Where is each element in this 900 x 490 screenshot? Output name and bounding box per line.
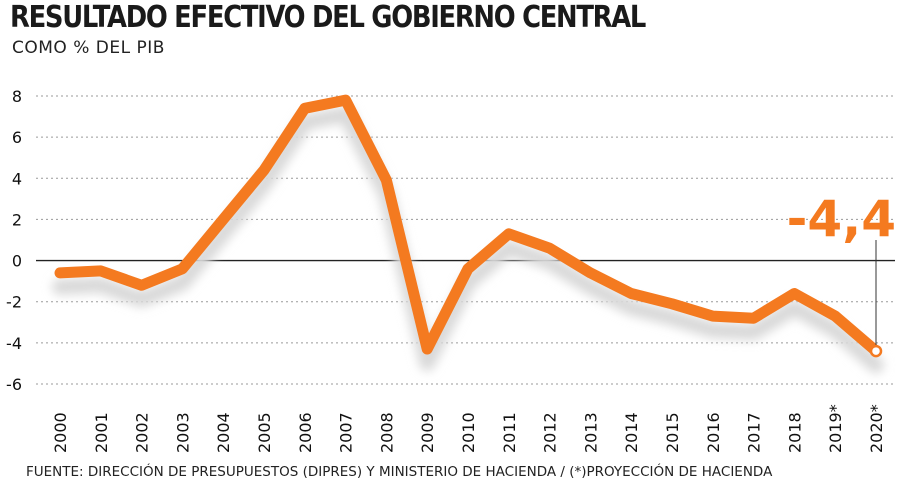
chart-subtitle: COMO % DEL PIB <box>12 38 165 58</box>
y-tick-label: 2 <box>12 210 22 229</box>
x-tick-label: 2011 <box>500 412 519 453</box>
x-tick-label: 2010 <box>459 412 478 453</box>
x-tick-label: 2020* <box>867 404 886 453</box>
x-tick-label: 2007 <box>337 412 356 453</box>
y-tick-label: -2 <box>6 293 22 312</box>
x-tick-label: 2009 <box>418 412 437 453</box>
x-tick-label: 2006 <box>296 412 315 453</box>
x-tick-label: 2001 <box>92 412 111 453</box>
highlight-marker <box>869 344 883 358</box>
chart-title: RESULTADO EFECTIVO DEL GOBIERNO CENTRAL <box>10 0 646 35</box>
series-shadow <box>52 106 884 374</box>
x-tick-label: 2013 <box>581 412 600 453</box>
x-tick-label: 2005 <box>255 412 274 453</box>
source-note: FUENTE: DIRECCIÓN DE PRESUPUESTOS (DIPRE… <box>26 464 773 480</box>
y-tick-label: 0 <box>12 252 22 271</box>
x-tick-label: 2012 <box>541 412 560 453</box>
y-tick-label: 6 <box>12 128 22 147</box>
x-tick-label: 2000 <box>51 412 70 453</box>
x-tick-label: 2019* <box>826 404 845 453</box>
y-tick-label: -6 <box>6 375 22 394</box>
x-tick-label: 2004 <box>214 412 233 453</box>
x-tick-label: 2015 <box>663 412 682 453</box>
x-tick-label: 2016 <box>704 412 723 453</box>
x-tick-label: 2008 <box>377 412 396 453</box>
y-tick-label: -4 <box>6 334 22 353</box>
x-tick-label: 2003 <box>173 412 192 453</box>
y-tick-label: 4 <box>12 169 22 188</box>
y-tick-label: 8 <box>12 87 22 106</box>
x-tick-label: 2017 <box>745 412 764 453</box>
series-line <box>54 94 882 357</box>
callout-value: -4,4 <box>787 190 896 248</box>
x-tick-label: 2014 <box>622 412 641 453</box>
x-tick-label: 2018 <box>785 412 804 453</box>
x-tick-label: 2002 <box>133 412 152 453</box>
